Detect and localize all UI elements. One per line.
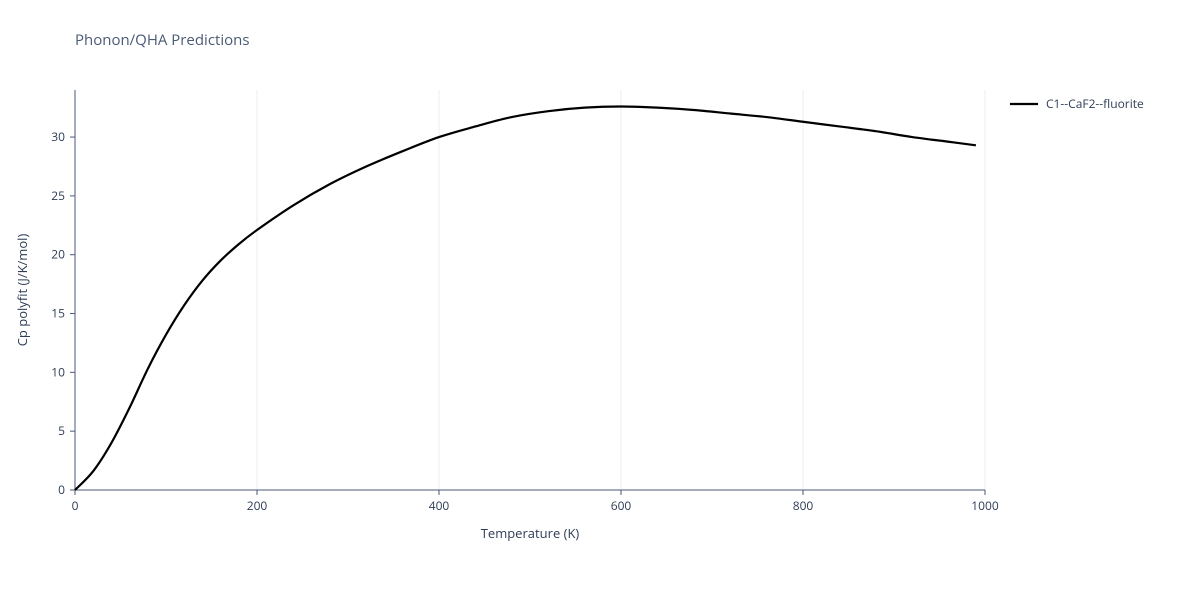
x-tick-label: 400 [429,497,450,514]
chart-background [0,0,1200,600]
chart-container: Phonon/QHA Predictions 02004006008001000… [0,0,1200,600]
y-axis-label: Cp polyfit (J/K/mol) [13,234,31,347]
x-tick-label: 600 [611,497,632,514]
y-tick-label: 0 [58,481,65,498]
y-tick-label: 10 [51,363,65,380]
y-tick-label: 25 [51,187,65,204]
chart-title: Phonon/QHA Predictions [75,30,250,50]
x-tick-label: 1000 [971,497,999,514]
y-tick-label: 15 [51,305,65,322]
y-tick-label: 30 [51,128,65,145]
x-tick-label: 800 [793,497,814,514]
chart-svg: Phonon/QHA Predictions 02004006008001000… [0,0,1200,600]
x-tick-label: 200 [247,497,268,514]
y-tick-label: 20 [51,246,65,263]
x-tick-label: 0 [72,497,79,514]
x-axis-label: Temperature (K) [481,524,580,542]
legend-label: C1--CaF2--fluorite [1046,95,1144,112]
y-tick-label: 5 [58,422,65,439]
